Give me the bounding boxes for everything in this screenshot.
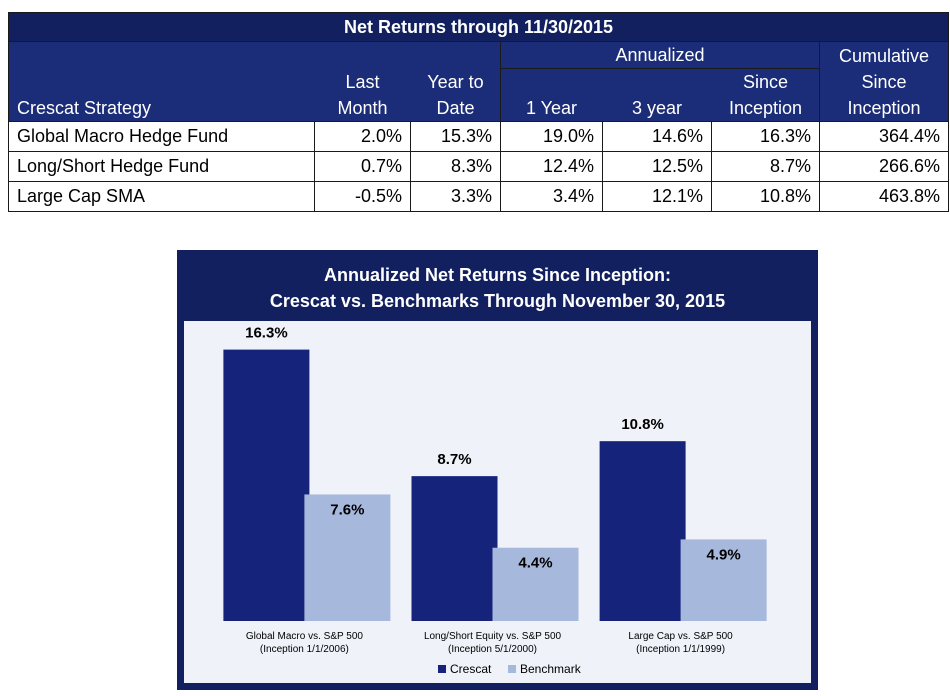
- crescat-bar: [599, 441, 686, 621]
- header-since-inception: Since Inception: [711, 68, 820, 122]
- legend-label: Benchmark: [520, 662, 582, 676]
- last-month-value: 0.7%: [314, 151, 411, 182]
- chart-title-line: Annualized Net Returns Since Inception:: [323, 265, 672, 285]
- header-cumulative: Cumulative Since Inception: [818, 41, 950, 122]
- three-year-value: 12.5%: [602, 151, 712, 182]
- table-row: Large Cap SMA -0.5% 3.3% 3.4% 12.1% 10.8…: [8, 181, 950, 212]
- table-row: Long/Short Hedge Fund 0.7% 8.3% 12.4% 12…: [8, 151, 950, 182]
- benchmark-data-label: 4.4%: [518, 555, 552, 572]
- one-year-value: 3.4%: [500, 181, 603, 212]
- category-label: (Inception 1/1/1999): [636, 644, 725, 655]
- header-year-to-date: Year to Date: [410, 41, 501, 122]
- header-three-year: 3 year: [602, 68, 712, 122]
- ytd-value: 3.3%: [410, 181, 501, 212]
- strategy-name: Global Macro Hedge Fund: [8, 121, 315, 152]
- cumulative-value: 364.4%: [818, 121, 950, 152]
- legend-swatch: [508, 665, 516, 673]
- benchmark-bar: [304, 494, 391, 621]
- ytd-value: 15.3%: [410, 121, 501, 152]
- since-inception-value: 10.8%: [711, 181, 820, 212]
- strategy-name: Large Cap SMA: [8, 181, 315, 212]
- crescat-data-label: 10.8%: [621, 416, 664, 433]
- one-year-value: 12.4%: [500, 151, 603, 182]
- last-month-value: -0.5%: [314, 181, 411, 212]
- legend-swatch: [438, 665, 446, 673]
- category-label: Long/Short Equity vs. S&P 500: [424, 631, 562, 642]
- crescat-data-label: 16.3%: [245, 325, 288, 342]
- header-last-month: Last Month: [314, 41, 411, 122]
- legend-label: Crescat: [450, 662, 492, 676]
- category-label: (Inception 1/1/2006): [260, 644, 349, 655]
- crescat-bar: [411, 476, 498, 621]
- chart-title-line: Crescat vs. Benchmarks Through November …: [269, 291, 726, 311]
- table-title: Net Returns through 11/30/2015: [7, 12, 950, 42]
- benchmark-data-label: 7.6%: [330, 501, 364, 518]
- net-returns-table: Net Returns through 11/30/2015 Crescat S…: [7, 12, 950, 212]
- ytd-value: 8.3%: [410, 151, 501, 182]
- since-inception-value: 16.3%: [711, 121, 820, 152]
- cumulative-value: 266.6%: [818, 151, 950, 182]
- three-year-value: 14.6%: [602, 121, 712, 152]
- header-one-year: 1 Year: [500, 68, 603, 122]
- benchmark-bar: [680, 539, 767, 621]
- crescat-bar: [223, 349, 310, 621]
- benchmark-bar: [492, 547, 579, 621]
- bar-chart: 16.3% 7.6% Global Macro vs. S&P 500 (Incept…: [223, 325, 767, 676]
- category-label: (Inception 5/1/2000): [448, 644, 537, 655]
- last-month-value: 2.0%: [314, 121, 411, 152]
- crescat-data-label: 8.7%: [437, 451, 471, 468]
- header-annualized: Annualized: [500, 41, 820, 69]
- one-year-value: 19.0%: [500, 121, 603, 152]
- category-label: Global Macro vs. S&P 500: [246, 631, 364, 642]
- strategy-name: Long/Short Hedge Fund: [8, 151, 315, 182]
- header-strategy: Crescat Strategy: [8, 41, 315, 122]
- since-inception-value: 8.7%: [711, 151, 820, 182]
- three-year-value: 12.1%: [602, 181, 712, 212]
- chart-title: Annualized Net Returns Since Inception: …: [177, 262, 818, 314]
- category-label: Large Cap vs. S&P 500: [628, 631, 733, 642]
- table-row: Global Macro Hedge Fund 2.0% 15.3% 19.0%…: [8, 121, 950, 152]
- chart-panel: Annualized Net Returns Since Inception: …: [177, 250, 818, 690]
- benchmark-data-label: 4.9%: [706, 546, 740, 563]
- plot-area: 16.3% 7.6% Global Macro vs. S&P 500 (Incept…: [184, 321, 811, 683]
- cumulative-value: 463.8%: [818, 181, 950, 212]
